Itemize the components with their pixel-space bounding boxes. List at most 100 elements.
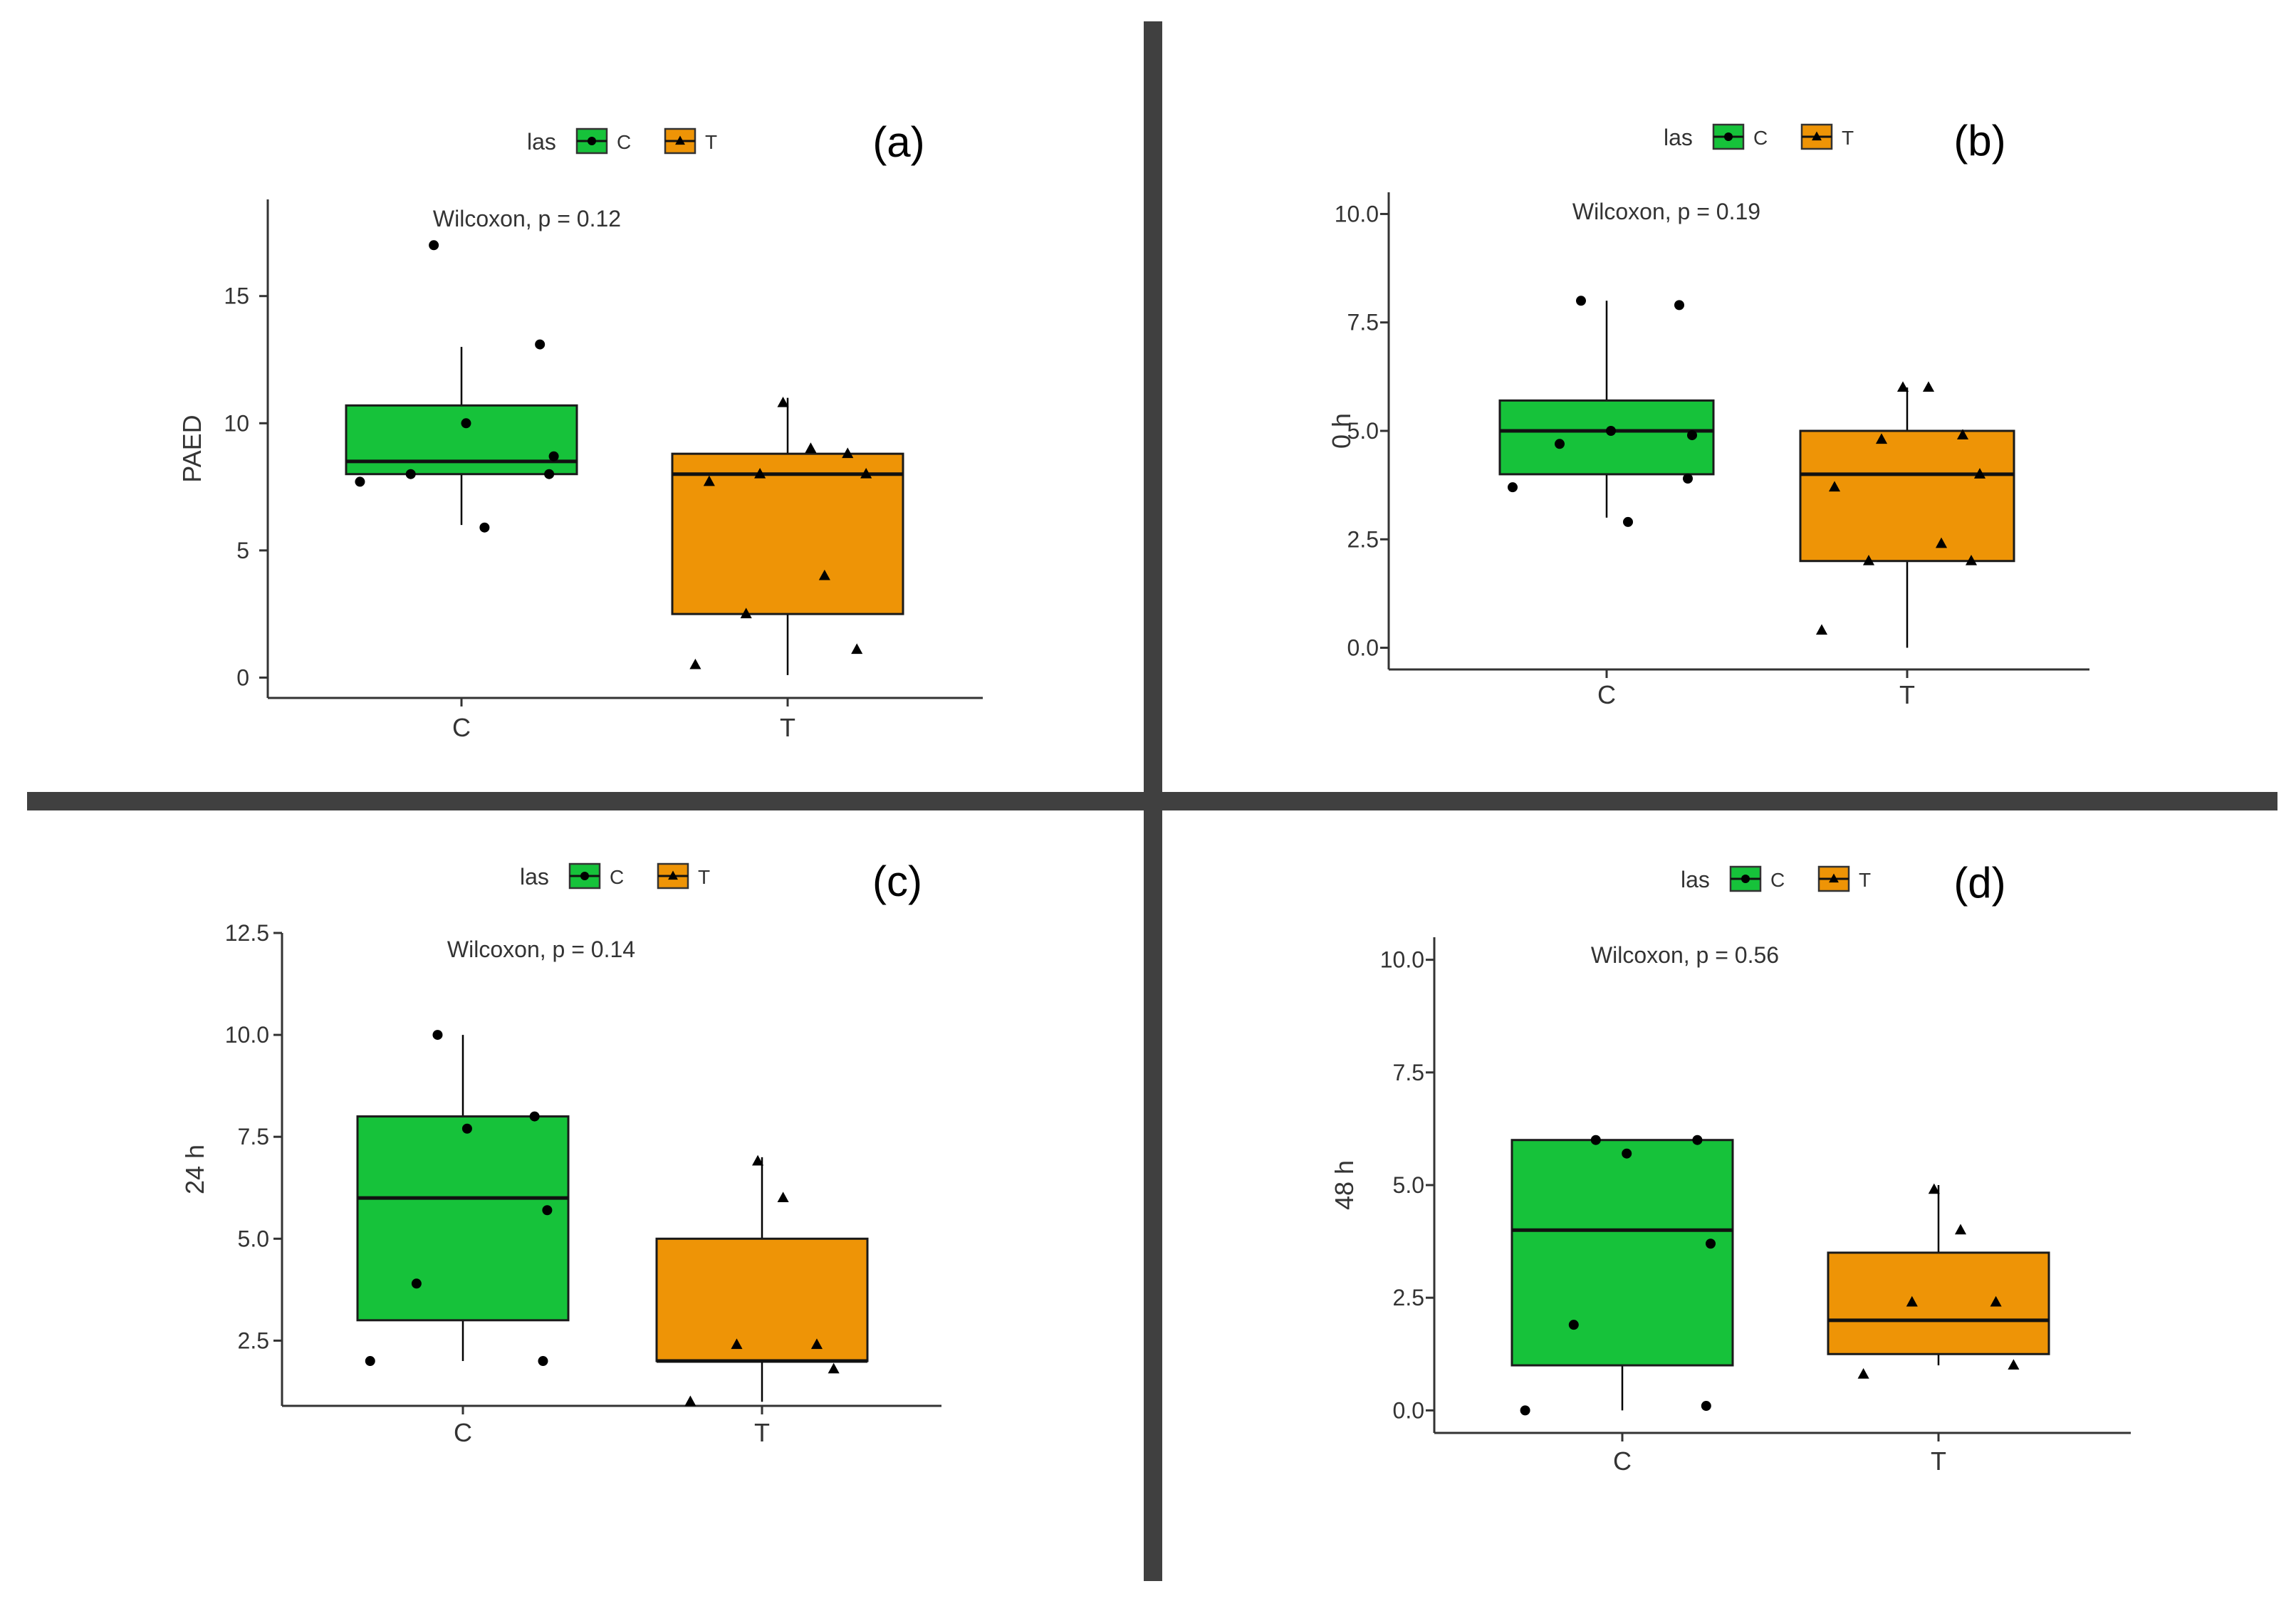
data-point-T <box>1862 554 1875 565</box>
legend-label-C: C <box>1770 869 1785 891</box>
data-point-C <box>542 1205 553 1216</box>
x-tick-label: C <box>454 1418 472 1447</box>
y-tick-label: 7.5 <box>1393 1060 1424 1085</box>
legend-label-T: T <box>705 131 717 153</box>
data-point-T <box>684 1395 696 1407</box>
data-point-C <box>461 418 471 429</box>
y-axis-label: 48 h <box>1330 1160 1359 1210</box>
panel-label: (a) <box>872 118 924 166</box>
legend-marker-C <box>588 137 596 145</box>
data-point-C <box>544 469 555 479</box>
box-iqr <box>1510 1139 1734 1367</box>
box-C <box>345 347 578 526</box>
data-point-T <box>777 396 789 407</box>
data-point-C <box>432 1030 443 1041</box>
box-C <box>1498 301 1715 518</box>
data-point-C <box>529 1111 540 1122</box>
data-point-T <box>740 607 752 619</box>
data-point-C <box>1555 439 1565 449</box>
data-point-T <box>689 658 701 669</box>
legend-label-T: T <box>1842 127 1854 149</box>
data-point-T <box>754 467 766 479</box>
data-point-C <box>1683 474 1693 484</box>
y-tick-label: 0.0 <box>1393 1397 1424 1423</box>
y-tick-label: 5 <box>236 538 249 563</box>
data-point-T <box>1935 537 1948 548</box>
data-point-T <box>1857 1367 1869 1379</box>
data-point-C <box>1576 296 1586 306</box>
data-point-C <box>548 451 559 461</box>
wilcoxon-annotation: Wilcoxon, p = 0.14 <box>447 937 635 962</box>
data-point-T <box>860 467 872 479</box>
y-axis-label: PAED <box>177 414 207 482</box>
data-point-C <box>1520 1405 1530 1416</box>
x-tick-label: T <box>780 713 795 742</box>
y-tick-label: 0 <box>236 664 249 690</box>
y-tick-label: 10.0 <box>1380 947 1424 973</box>
box-iqr <box>655 1237 869 1362</box>
data-point-T <box>1906 1295 1918 1307</box>
data-point-C <box>535 339 546 350</box>
wilcoxon-annotation: Wilcoxon, p = 0.56 <box>1591 942 1779 968</box>
data-point-T <box>703 475 715 486</box>
legend-label-C: C <box>610 866 624 888</box>
legend: las C T <box>520 862 710 890</box>
data-point-C <box>1622 1148 1632 1159</box>
legend-marker-T <box>675 135 685 145</box>
legend-marker-C <box>1741 875 1750 883</box>
wilcoxon-annotation: Wilcoxon, p = 0.19 <box>1572 199 1760 224</box>
data-point-C <box>1706 1238 1716 1249</box>
data-point-C <box>429 240 439 251</box>
box-T <box>1827 1185 2050 1366</box>
data-point-T <box>1990 1295 2002 1307</box>
data-point-C <box>538 1356 548 1367</box>
legend-marker-C <box>580 872 589 880</box>
data-point-T <box>1928 1183 1940 1194</box>
legend: las C T <box>1664 123 1854 150</box>
panel-label: (d) <box>1953 859 2005 907</box>
panel-c: 2.5 5.0 7.5 10.0 12.5 24 h C T Wilcoxon, p = 0.1… <box>180 857 941 1447</box>
y-tick-label: 12.5 <box>225 920 269 946</box>
legend: las C T <box>1681 865 1871 892</box>
box-iqr <box>1498 399 1715 476</box>
data-point-C <box>1568 1320 1579 1330</box>
x-tick-label: T <box>1931 1446 1946 1476</box>
box-iqr <box>356 1115 570 1322</box>
x-tick-label: T <box>754 1418 770 1447</box>
data-point-C <box>1508 482 1518 493</box>
data-point-T <box>1956 429 1969 440</box>
y-tick-label: 2.5 <box>1393 1285 1424 1310</box>
data-point-T <box>805 442 817 453</box>
panel-a: 0 5 10 15 PAED C T Wilcoxon, p = 0.12 las C T (a) <box>177 118 983 742</box>
y-tick-label: 7.5 <box>1347 310 1379 335</box>
box-iqr <box>345 404 578 476</box>
legend-marker-T <box>668 870 678 880</box>
y-tick-label: 10.0 <box>1335 201 1379 226</box>
data-point-C <box>365 1356 375 1367</box>
panel-label: (b) <box>1953 117 2005 165</box>
y-axis-label: 24 h <box>180 1144 209 1194</box>
box-iqr <box>1799 429 2015 563</box>
data-point-C <box>1674 300 1684 311</box>
legend-title: las <box>520 864 549 890</box>
box-C <box>356 1035 570 1362</box>
legend-marker-C <box>1724 132 1733 141</box>
data-point-T <box>842 447 854 459</box>
data-point-T <box>1875 433 1888 444</box>
box-T <box>655 1157 869 1402</box>
legend-label-C: C <box>1753 127 1768 149</box>
y-tick-label: 2.5 <box>238 1328 269 1353</box>
panel-d: 0.0 2.5 5.0 7.5 10.0 48 h C T Wilcoxon, p = 0.56… <box>1330 859 2131 1476</box>
data-point-C <box>1590 1135 1601 1145</box>
data-point-T <box>810 1338 823 1350</box>
data-point-T <box>818 569 830 580</box>
panel-label: (c) <box>872 857 922 905</box>
x-tick-label: C <box>1597 680 1616 709</box>
y-tick-label: 5.0 <box>1393 1172 1424 1198</box>
data-point-C <box>1606 426 1616 436</box>
data-point-C <box>411 1278 422 1289</box>
data-point-T <box>1965 554 1978 565</box>
data-point-T <box>1922 381 1935 392</box>
data-point-T <box>777 1191 789 1203</box>
data-point-T <box>2008 1359 2020 1370</box>
